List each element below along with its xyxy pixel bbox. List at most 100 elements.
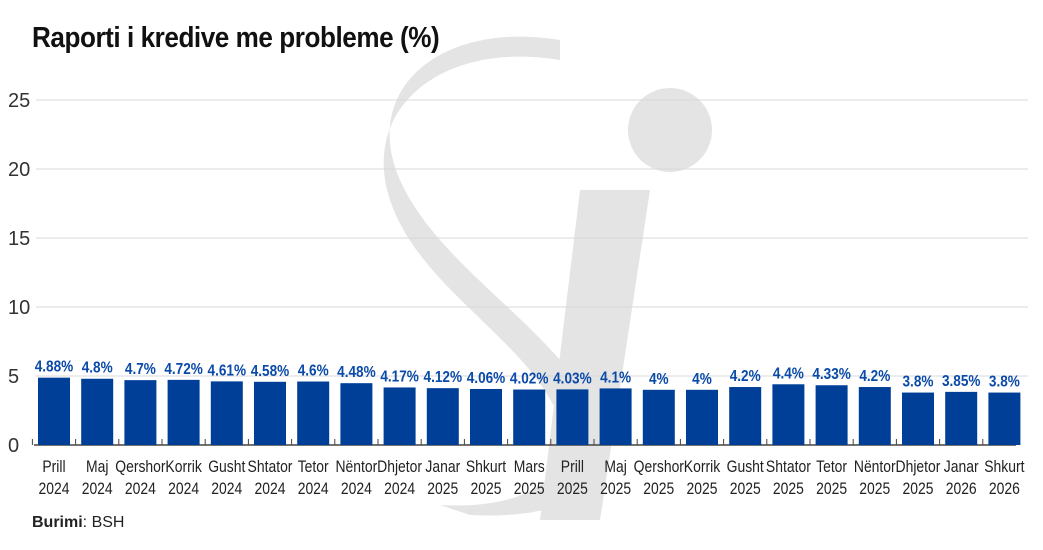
data-label: 4.72% [164,361,203,378]
data-label: 3.8% [989,374,1020,391]
y-tick-label: 5 [8,366,19,388]
data-label: 4.48% [337,364,376,381]
x-tick-label-year: 2025 [859,480,890,499]
x-tick-label-month: Qershor [634,458,684,477]
x-tick-label-month: Shtator [248,458,293,477]
x-tick-label-year: 2025 [687,480,718,499]
data-label: 4.61% [208,362,247,379]
x-tick-label-year: 2025 [773,480,804,499]
data-label: 4.2% [730,368,761,385]
x-tick-label-year: 2025 [600,480,631,499]
x-tick-label-month: Nëntor [854,458,896,477]
bar [297,381,330,445]
bar [124,380,157,445]
bar [470,388,502,445]
x-tick-label-month: Janar [944,458,979,477]
bar [556,389,589,445]
bar [210,381,243,445]
data-label: 3.85% [942,373,981,390]
x-tick-label-month: Janar [425,458,460,477]
x-tick-label-month: Maj [86,458,108,477]
data-label: 4% [649,371,669,388]
data-label: 4.8% [82,360,113,377]
x-tick-label-month: Shkurt [984,458,1025,477]
x-tick-label-month: Qershor [115,458,165,477]
data-label: 4.06% [467,370,506,387]
x-tick-label-year: 2025 [471,480,502,499]
y-axis: 0 5 10 15 20 25 [8,90,30,457]
x-tick-label-year: 2025 [514,480,545,499]
x-tick-label-year: 2025 [643,480,674,499]
x-tick-label-year: 2024 [82,480,113,499]
source-label: Burimi [32,514,83,531]
data-label: 4% [692,371,712,388]
x-tick-label-year: 2024 [39,480,70,499]
data-label: 4.2% [859,368,890,385]
x-tick-label-month: Tetor [816,458,847,477]
bar [599,388,632,445]
x-tick-label-year: 2025 [730,480,761,499]
x-tick-label-month: Korrik [165,458,202,477]
x-tick-label-year: 2024 [384,480,415,499]
x-tick-label-month: Korrik [684,458,721,477]
y-tick-label: 20 [8,159,30,181]
data-label: 4.88% [35,359,74,376]
bar [426,388,459,445]
x-tick-label-month: Tetor [298,458,329,477]
chart-title: Raporti i kredive me probleme (%) [32,22,440,54]
x-tick-label-month: Shkurt [466,458,507,477]
watermark-logo [383,36,712,520]
bar [988,392,1021,445]
data-label: 4.12% [424,369,463,386]
y-tick-label: 15 [8,228,30,250]
source-note: Burimi: BSH [32,514,124,532]
data-label: 3.8% [903,374,934,391]
bar [815,385,848,445]
data-label: 4.7% [125,361,156,378]
x-tick-label-month: Dhjetor [896,458,941,477]
bar [686,389,718,445]
x-tick-label-month: Dhjetor [377,458,422,477]
x-tick-label-month: Prill [561,458,584,477]
x-tick-label-month: Prill [42,458,65,477]
data-label: 4.33% [812,366,851,383]
bar [340,383,373,445]
x-tick-label-month: Gusht [208,458,246,477]
bar [858,387,891,445]
data-label: 4.1% [600,369,631,386]
bar [945,391,978,445]
x-tick-label-year: 2026 [946,480,977,499]
x-tick-label-year: 2025 [427,480,458,499]
data-label: 4.58% [251,363,290,380]
bar [772,384,805,445]
bar [902,392,934,445]
source-value: : BSH [82,514,125,531]
x-tick-label-month: Shtator [766,458,811,477]
x-tick-label-year: 2024 [211,480,242,499]
x-tick-label-month: Gusht [727,458,765,477]
data-label: 4.02% [510,371,549,388]
bar [642,389,675,445]
x-tick-label-year: 2025 [816,480,847,499]
x-tick-label-year: 2026 [989,480,1020,499]
bar [81,378,114,445]
x-tick-label-year: 2025 [557,480,588,499]
x-tick-label-year: 2024 [125,480,156,499]
y-tick-label: 25 [8,90,30,112]
bars [38,377,1021,445]
bar [729,387,762,445]
data-label: 4.6% [298,363,329,380]
x-tick-label-year: 2025 [903,480,934,499]
bar [38,377,70,445]
y-tick-label: 10 [8,297,30,319]
data-label: 4.03% [553,370,592,387]
x-tick-label-year: 2024 [298,480,329,499]
y-tick-label: 0 [8,435,19,457]
bar [383,387,416,445]
x-tick-label-year: 2024 [341,480,372,499]
x-tick-label-year: 2024 [255,480,286,499]
bar [254,381,286,445]
x-tick-label-year: 2024 [168,480,199,499]
data-label: 4.4% [773,365,804,382]
